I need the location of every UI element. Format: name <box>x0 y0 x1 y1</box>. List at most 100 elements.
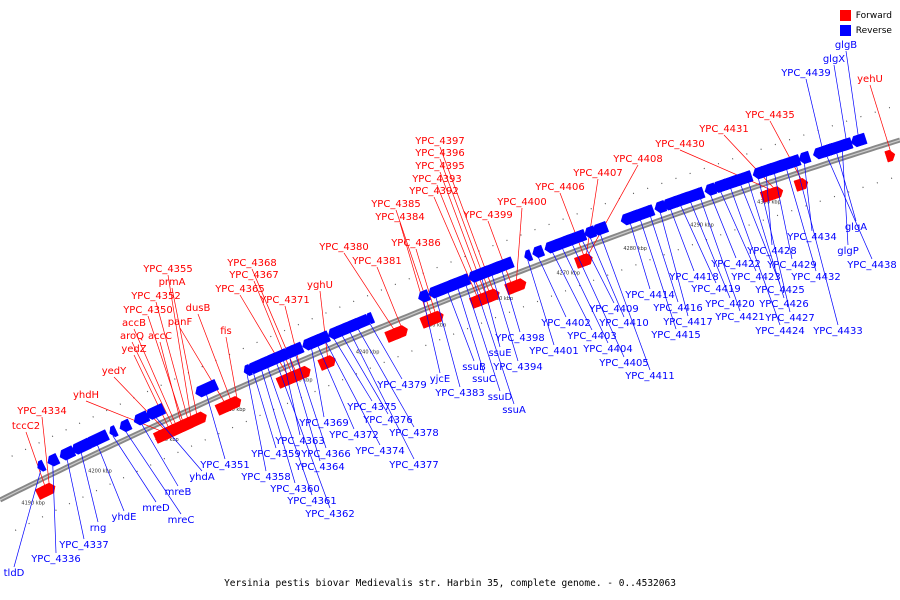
reverse-gene-tldd <box>37 459 47 472</box>
reverse-gene-ypc-4398 <box>490 256 515 275</box>
leader-line-ypc-4377 <box>349 330 415 460</box>
gene-label-glgp: glgP <box>837 246 859 257</box>
tick-label-4230-kbp: 4230 kbp <box>289 378 313 384</box>
leader-line-ypc-4407 <box>585 178 599 256</box>
leader-line-ypc-4433 <box>795 164 839 326</box>
leader-line-ypc-4420 <box>689 200 731 299</box>
gene-label-ypc-4422: YPC_4422 <box>710 259 761 270</box>
gene-label-yhdh: yhdH <box>73 390 99 401</box>
reverse-gene-ypc-4401 <box>524 249 534 262</box>
gene-label-ypc-4369: YPC_4369 <box>298 418 349 429</box>
leader-line-mreb <box>140 422 179 487</box>
gene-label-ypc-4386: YPC_4386 <box>390 238 441 249</box>
reverse-guide-line <box>0 106 891 463</box>
leader-line-ypc-4372 <box>316 344 355 430</box>
gene-label-ypc-4376: YPC_4376 <box>362 415 413 426</box>
gene-label-ssuc: ssuC <box>472 374 496 385</box>
gene-label-tccc2: tccC2 <box>12 421 40 432</box>
leader-line-ypc-4414 <box>629 222 651 290</box>
gene-label-ypc-4350: YPC_4350 <box>122 305 173 316</box>
gene-label-panf: panF <box>168 317 193 328</box>
leader-line-yedz <box>133 354 170 429</box>
leader-line-ypc-4400 <box>515 207 523 283</box>
leader-line-ypc-4423 <box>719 190 757 272</box>
gene-label-ypc-4427: YPC_4427 <box>764 313 815 324</box>
leader-line-ypc-4359 <box>252 372 277 449</box>
leader-line-ypc-4337 <box>66 457 85 540</box>
leader-line-ypc-4376 <box>341 334 389 415</box>
leader-line-ypc-4422 <box>709 193 737 259</box>
gene-label-ypc-4417: YPC_4417 <box>662 317 713 328</box>
gene-label-ypc-4414: YPC_4414 <box>624 290 675 301</box>
gene-label-ypc-4429: YPC_4429 <box>766 260 817 271</box>
gene-label-mrec: mreC <box>168 515 195 526</box>
reverse-gene-ypc-4421 <box>696 186 706 199</box>
gene-label-ypc-4415: YPC_4415 <box>650 330 701 341</box>
leader-line-ypc-4409 <box>581 239 615 304</box>
leader-line-yghu <box>319 290 329 359</box>
gene-label-yedy: yedY <box>102 366 127 377</box>
gene-label-accb: accB <box>122 318 146 329</box>
leader-line-ypc-4352 <box>155 301 189 420</box>
leader-line-yhde <box>96 443 125 512</box>
gene-label-ypc-4396: YPC_4396 <box>414 148 465 159</box>
reverse-gene-ypc-4402 <box>532 244 546 259</box>
leader-line-ypc-4439 <box>805 78 823 149</box>
gene-label-ypc-4375: YPC_4375 <box>346 402 397 413</box>
tick-label-4200-kbp: 4200 kbp <box>88 468 112 474</box>
gene-label-ypc-4397: YPC_4397 <box>414 136 465 147</box>
leader-line-glga <box>835 151 857 222</box>
gene-label-ypc-4421: YPC_4421 <box>714 312 765 323</box>
leader-line-glgx <box>833 64 847 141</box>
leader-line-ssuc <box>457 287 485 374</box>
gene-label-ypc-4361: YPC_4361 <box>286 496 337 507</box>
forward-gene-ypc-4380 <box>384 327 403 343</box>
reverse-gene-glgb <box>850 132 868 148</box>
gene-label-ypc-4428: YPC_4428 <box>746 246 797 257</box>
gene-label-yehu: yehU <box>857 74 883 85</box>
leader-line-ypc-4406 <box>559 192 585 257</box>
gene-label-ypc-4363: YPC_4363 <box>274 436 325 447</box>
leader-line-ypc-4371 <box>284 305 302 370</box>
leader-line-ypc-4426 <box>747 180 785 299</box>
leader-line-ypc-4364 <box>288 356 321 462</box>
leader-line-fis <box>225 336 238 398</box>
leader-line-ypc-4415 <box>639 218 677 330</box>
tick-label-4300-kbp: 4300 kbp <box>757 200 781 206</box>
leader-line-yhda <box>154 416 203 472</box>
gene-label-ypc-4360: YPC_4360 <box>269 484 320 495</box>
leader-line-ypc-4386 <box>415 248 436 314</box>
tick-label-4240-kbp: 4240 kbp <box>356 350 380 356</box>
legend-swatch-forward <box>839 10 851 21</box>
reverse-gene-ypc-4426 <box>744 170 754 183</box>
leader-line-glgb <box>845 50 859 137</box>
leader-line-ypc-4403 <box>551 250 593 331</box>
leader-line-accb <box>133 328 177 426</box>
leader-line-ssud <box>465 283 501 392</box>
forward-gene-yghu <box>317 355 336 371</box>
leader-line-ypc-4334 <box>41 416 50 486</box>
gene-label-ypc-4374: YPC_4374 <box>354 446 405 457</box>
leader-line-ypc-4425 <box>739 183 781 285</box>
gene-label-yhda: yhdA <box>189 472 215 483</box>
gene-label-ypc-4381: YPC_4381 <box>351 256 402 267</box>
gene-label-tldd: tldD <box>4 568 25 579</box>
gene-label-glgb: glgB <box>835 40 857 51</box>
forward-gene-ypc-4435 <box>793 177 809 192</box>
gene-label-yedz: yedZ <box>121 344 146 355</box>
leader-line-ypc-4427 <box>757 177 791 313</box>
leader-line-ypc-4408 <box>587 164 639 256</box>
leader-line-aroq <box>131 341 174 427</box>
gene-label-ypc-4404: YPC_4404 <box>582 344 633 355</box>
legend: Forward Reverse <box>839 8 892 38</box>
leader-line-ypc-4360 <box>260 368 296 484</box>
forward-gene-ypc-4430 <box>759 186 783 204</box>
gene-label-ypc-4407: YPC_4407 <box>572 168 623 179</box>
gene-label-ypc-4433: YPC_4433 <box>812 326 863 337</box>
leader-line-ypc-4351 <box>205 392 226 460</box>
gene-label-ypc-4383: YPC_4383 <box>434 388 485 399</box>
leader-line-ypc-4430 <box>679 149 772 191</box>
gene-label-ypc-4418: YPC_4418 <box>668 272 719 283</box>
tick-label-4190-kbp: 4190 kbp <box>21 501 45 507</box>
forward-guide-line <box>14 175 900 531</box>
